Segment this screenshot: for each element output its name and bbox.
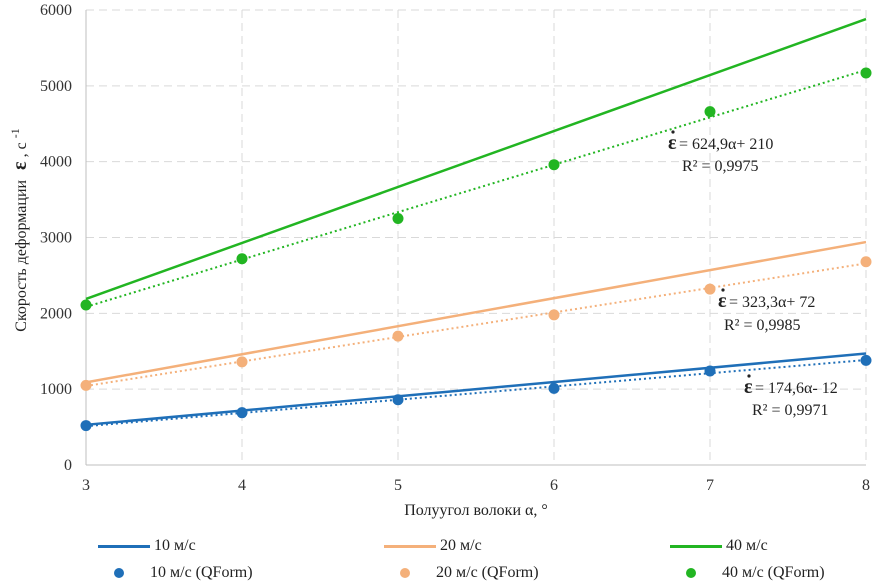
data-point [548, 382, 560, 394]
annotation-blue: ε = 174,6α- 12 R² = 0,9971 [744, 374, 838, 419]
series-line [85, 352, 867, 427]
series-line [85, 240, 867, 384]
data-point [236, 356, 248, 368]
data-point [80, 379, 92, 391]
series-lines [85, 17, 867, 427]
legend-label: 40 м/с [726, 537, 768, 554]
legend-item-40-qform: 40 м/с (QForm) [670, 561, 825, 585]
x-tick-label: 7 [706, 477, 714, 494]
data-point [704, 106, 716, 118]
x-tick-label: 3 [82, 477, 90, 494]
y-tick-label: 4000 [40, 154, 72, 171]
legend-line-green [670, 544, 722, 548]
y-axis-title: Скорость деформации ε , с -1 [8, 128, 31, 331]
data-point [392, 330, 404, 342]
data-point [236, 407, 248, 419]
legend-dot-orange [400, 568, 410, 578]
legend-dot-blue [114, 568, 124, 578]
data-point [80, 420, 92, 432]
annotation-orange-equation: = 323,3α+ 72 [729, 294, 815, 311]
annotation-blue-epsilon: ε [744, 376, 753, 398]
x-tick-label: 4 [238, 477, 246, 494]
data-point [704, 365, 716, 377]
data-point [860, 67, 872, 79]
annotation-green-epsilon: ε [668, 132, 677, 154]
y-tick-label: 5000 [40, 78, 72, 95]
legend-dot-green [686, 568, 696, 578]
x-tick-label: 8 [862, 477, 870, 494]
series-points [80, 67, 872, 432]
annotation-green-r2: R² = 0,9975 [682, 158, 759, 175]
x-tick-labels: 3 4 5 6 7 8 [82, 477, 870, 494]
annotation-blue-dot-accent [747, 374, 751, 378]
legend-item-20-qform: 20 м/с (QForm) [384, 561, 539, 585]
data-point [392, 213, 404, 225]
annotation-orange-epsilon: ε [718, 290, 727, 312]
trendline [85, 358, 867, 428]
data-point [236, 253, 248, 265]
annotation-green-equation: = 624,9α+ 210 [679, 136, 773, 153]
legend-item-10: 10 м/с [98, 534, 196, 558]
annotation-orange-dot-accent [721, 288, 725, 292]
data-point [860, 354, 872, 366]
y-axis-unit: , с [13, 142, 30, 157]
legend-label: 20 м/с (QForm) [436, 564, 539, 581]
legend-item-40: 40 м/с [670, 534, 768, 558]
x-axis-title: Полуугол волоки α, ° [404, 502, 548, 519]
y-tick-labels: 0 1000 2000 3000 4000 5000 6000 [40, 2, 72, 474]
legend-label: 10 м/с [154, 537, 196, 554]
y-tick-label: 1000 [40, 381, 72, 398]
x-tick-label: 6 [550, 477, 558, 494]
trendline [85, 69, 867, 308]
legend-label: 20 м/с [440, 537, 482, 554]
annotation-blue-equation: = 174,6α- 12 [755, 380, 838, 397]
legend-label: 10 м/с (QForm) [150, 564, 253, 581]
y-axis-title-main: Скорость деформации [13, 180, 30, 332]
data-point [392, 394, 404, 406]
legend-label: 40 м/с (QForm) [722, 564, 825, 581]
y-tick-label: 3000 [40, 230, 72, 247]
grid [86, 9, 867, 465]
data-point [704, 283, 716, 295]
annotation-orange: ε = 323,3α+ 72 R² = 0,9985 [718, 288, 815, 334]
data-point [860, 256, 872, 268]
legend-line-blue [98, 544, 150, 548]
data-point [548, 309, 560, 321]
y-axis-title-group: Скорость деформации ε , с -1 [8, 128, 31, 331]
legend-item-10-qform: 10 м/с (QForm) [98, 561, 253, 585]
legend-line-orange [384, 544, 436, 548]
annotation-green: ε = 624,9α+ 210 R² = 0,9975 [668, 130, 773, 175]
annotation-orange-r2: R² = 0,9985 [724, 317, 801, 334]
annotation-green-dot-accent [671, 130, 675, 134]
y-tick-label: 0 [64, 457, 72, 474]
trendline [85, 262, 867, 387]
y-axis-epsilon: ε [9, 161, 31, 170]
legend: 10 м/с 20 м/с 40 м/с 10 м/с (QForm) 20 м… [0, 530, 876, 588]
y-axis-unit-exponent: -1 [8, 128, 22, 138]
annotation-blue-r2: R² = 0,9971 [752, 402, 829, 419]
series-line [85, 17, 867, 301]
y-tick-label: 6000 [40, 2, 72, 19]
trendlines [85, 69, 867, 428]
y-tick-label: 2000 [40, 305, 72, 322]
data-point [80, 299, 92, 311]
x-tick-label: 5 [394, 477, 402, 494]
data-point [548, 159, 560, 171]
legend-item-20: 20 м/с [384, 534, 482, 558]
